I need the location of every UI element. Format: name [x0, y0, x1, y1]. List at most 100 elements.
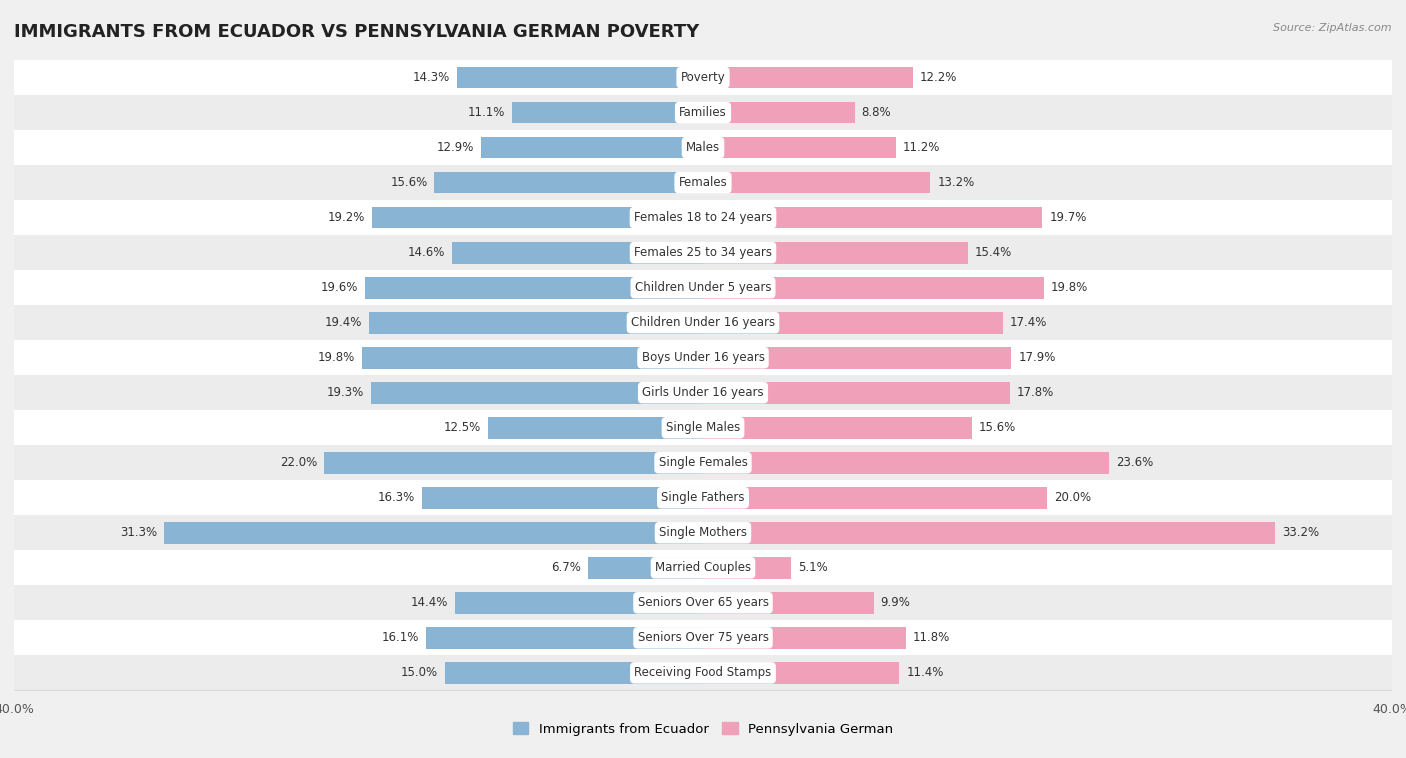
Bar: [14, 410, 1392, 445]
Text: Single Males: Single Males: [666, 421, 740, 434]
Bar: [456, 592, 703, 614]
Text: 16.3%: 16.3%: [378, 491, 415, 504]
Text: 15.4%: 15.4%: [976, 246, 1012, 259]
Text: Boys Under 16 years: Boys Under 16 years: [641, 351, 765, 364]
Text: Seniors Over 75 years: Seniors Over 75 years: [637, 631, 769, 644]
Bar: [703, 207, 1042, 228]
Text: 19.7%: 19.7%: [1049, 211, 1087, 224]
Bar: [703, 557, 790, 578]
Bar: [14, 481, 1392, 515]
Text: 15.0%: 15.0%: [401, 666, 437, 679]
Bar: [488, 417, 703, 439]
Bar: [703, 242, 969, 264]
Text: Receiving Food Stamps: Receiving Food Stamps: [634, 666, 772, 679]
Text: 31.3%: 31.3%: [120, 526, 157, 539]
Text: 5.1%: 5.1%: [797, 562, 828, 575]
Text: Children Under 16 years: Children Under 16 years: [631, 316, 775, 329]
Bar: [165, 522, 703, 543]
Bar: [371, 382, 703, 403]
Text: 14.3%: 14.3%: [412, 71, 450, 84]
Bar: [434, 172, 703, 193]
Text: 19.2%: 19.2%: [328, 211, 366, 224]
Bar: [703, 277, 1045, 299]
Text: 19.6%: 19.6%: [321, 281, 359, 294]
Bar: [481, 136, 703, 158]
Text: Girls Under 16 years: Girls Under 16 years: [643, 387, 763, 399]
Bar: [14, 165, 1392, 200]
Bar: [14, 585, 1392, 620]
Bar: [703, 452, 1109, 474]
Text: 15.6%: 15.6%: [391, 176, 427, 189]
Bar: [703, 417, 972, 439]
Bar: [512, 102, 703, 124]
Bar: [703, 136, 896, 158]
Text: Single Fathers: Single Fathers: [661, 491, 745, 504]
Text: Males: Males: [686, 141, 720, 154]
Text: 12.2%: 12.2%: [920, 71, 957, 84]
Bar: [14, 515, 1392, 550]
Text: 8.8%: 8.8%: [862, 106, 891, 119]
Text: 33.2%: 33.2%: [1282, 526, 1319, 539]
Bar: [588, 557, 703, 578]
Text: Single Females: Single Females: [658, 456, 748, 469]
Bar: [703, 662, 900, 684]
Text: 17.4%: 17.4%: [1010, 316, 1047, 329]
Bar: [368, 312, 703, 334]
Bar: [14, 305, 1392, 340]
Bar: [703, 102, 855, 124]
Text: Seniors Over 65 years: Seniors Over 65 years: [637, 597, 769, 609]
Bar: [703, 522, 1275, 543]
Bar: [14, 235, 1392, 270]
Bar: [14, 656, 1392, 691]
Bar: [703, 67, 912, 89]
Bar: [444, 662, 703, 684]
Text: Source: ZipAtlas.com: Source: ZipAtlas.com: [1274, 23, 1392, 33]
Text: Children Under 5 years: Children Under 5 years: [634, 281, 772, 294]
Bar: [14, 550, 1392, 585]
Text: 23.6%: 23.6%: [1116, 456, 1153, 469]
Text: Females: Females: [679, 176, 727, 189]
Text: 14.6%: 14.6%: [408, 246, 444, 259]
Text: 22.0%: 22.0%: [280, 456, 318, 469]
Bar: [14, 375, 1392, 410]
Text: Females 25 to 34 years: Females 25 to 34 years: [634, 246, 772, 259]
Text: IMMIGRANTS FROM ECUADOR VS PENNSYLVANIA GERMAN POVERTY: IMMIGRANTS FROM ECUADOR VS PENNSYLVANIA …: [14, 23, 699, 41]
Text: Poverty: Poverty: [681, 71, 725, 84]
Text: 9.9%: 9.9%: [880, 597, 910, 609]
Bar: [14, 60, 1392, 95]
Bar: [14, 270, 1392, 305]
Text: Families: Families: [679, 106, 727, 119]
Bar: [703, 347, 1011, 368]
Bar: [366, 277, 703, 299]
Text: Females 18 to 24 years: Females 18 to 24 years: [634, 211, 772, 224]
Bar: [361, 347, 703, 368]
Text: 16.1%: 16.1%: [381, 631, 419, 644]
Text: 12.9%: 12.9%: [436, 141, 474, 154]
Legend: Immigrants from Ecuador, Pennsylvania German: Immigrants from Ecuador, Pennsylvania Ge…: [513, 722, 893, 736]
Text: 19.8%: 19.8%: [1050, 281, 1088, 294]
Text: 20.0%: 20.0%: [1054, 491, 1091, 504]
Bar: [373, 207, 703, 228]
Bar: [14, 95, 1392, 130]
Text: 14.4%: 14.4%: [411, 597, 449, 609]
Bar: [14, 445, 1392, 481]
Bar: [14, 130, 1392, 165]
Bar: [703, 312, 1002, 334]
Text: 11.8%: 11.8%: [912, 631, 950, 644]
Text: 12.5%: 12.5%: [443, 421, 481, 434]
Bar: [323, 452, 703, 474]
Bar: [422, 487, 703, 509]
Bar: [703, 487, 1047, 509]
Bar: [14, 200, 1392, 235]
Bar: [703, 627, 907, 649]
Text: 13.2%: 13.2%: [938, 176, 974, 189]
Text: 6.7%: 6.7%: [551, 562, 581, 575]
Text: 11.4%: 11.4%: [907, 666, 943, 679]
Text: 19.4%: 19.4%: [325, 316, 361, 329]
Bar: [703, 172, 931, 193]
Bar: [426, 627, 703, 649]
Bar: [14, 340, 1392, 375]
Text: Single Mothers: Single Mothers: [659, 526, 747, 539]
Text: 15.6%: 15.6%: [979, 421, 1015, 434]
Bar: [451, 242, 703, 264]
